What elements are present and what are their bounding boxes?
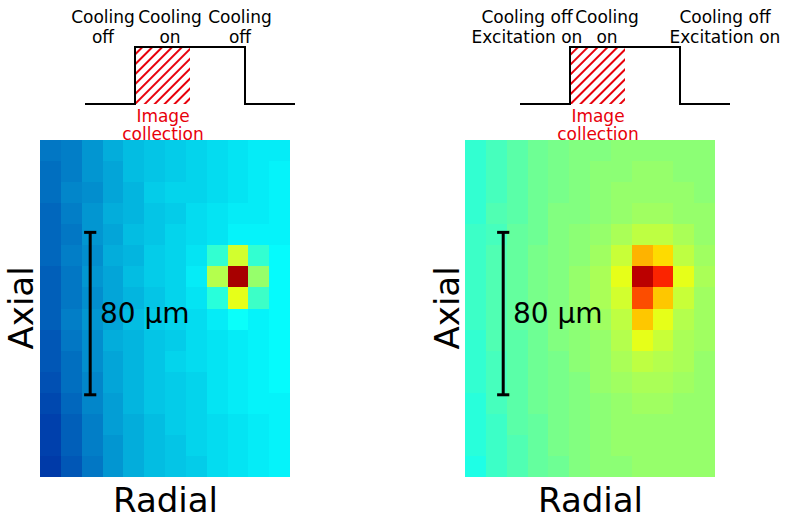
- svg-text:Radial: Radial: [538, 480, 643, 520]
- svg-text:on: on: [596, 27, 617, 47]
- svg-text:Axial: Axial: [427, 266, 467, 349]
- svg-text:80 µm: 80 µm: [513, 297, 603, 330]
- svg-text:Cooling: Cooling: [138, 7, 202, 27]
- svg-text:Image: Image: [571, 106, 624, 126]
- svg-text:Cooling: Cooling: [575, 7, 639, 27]
- svg-text:on: on: [159, 27, 180, 47]
- svg-text:Excitation on: Excitation on: [670, 27, 781, 47]
- svg-text:Cooling off: Cooling off: [481, 7, 573, 27]
- svg-text:Image: Image: [136, 106, 189, 126]
- svg-text:Cooling off: Cooling off: [679, 7, 771, 27]
- svg-text:Excitation on: Excitation on: [472, 27, 583, 47]
- svg-text:off: off: [229, 27, 252, 47]
- svg-text:off: off: [92, 27, 115, 47]
- svg-text:Cooling: Cooling: [71, 7, 135, 27]
- svg-text:collection: collection: [122, 124, 204, 144]
- svg-text:collection: collection: [557, 124, 639, 144]
- svg-text:80 µm: 80 µm: [100, 297, 190, 330]
- svg-text:Axial: Axial: [1, 266, 41, 349]
- svg-text:Radial: Radial: [113, 480, 218, 520]
- svg-text:Cooling: Cooling: [208, 7, 272, 27]
